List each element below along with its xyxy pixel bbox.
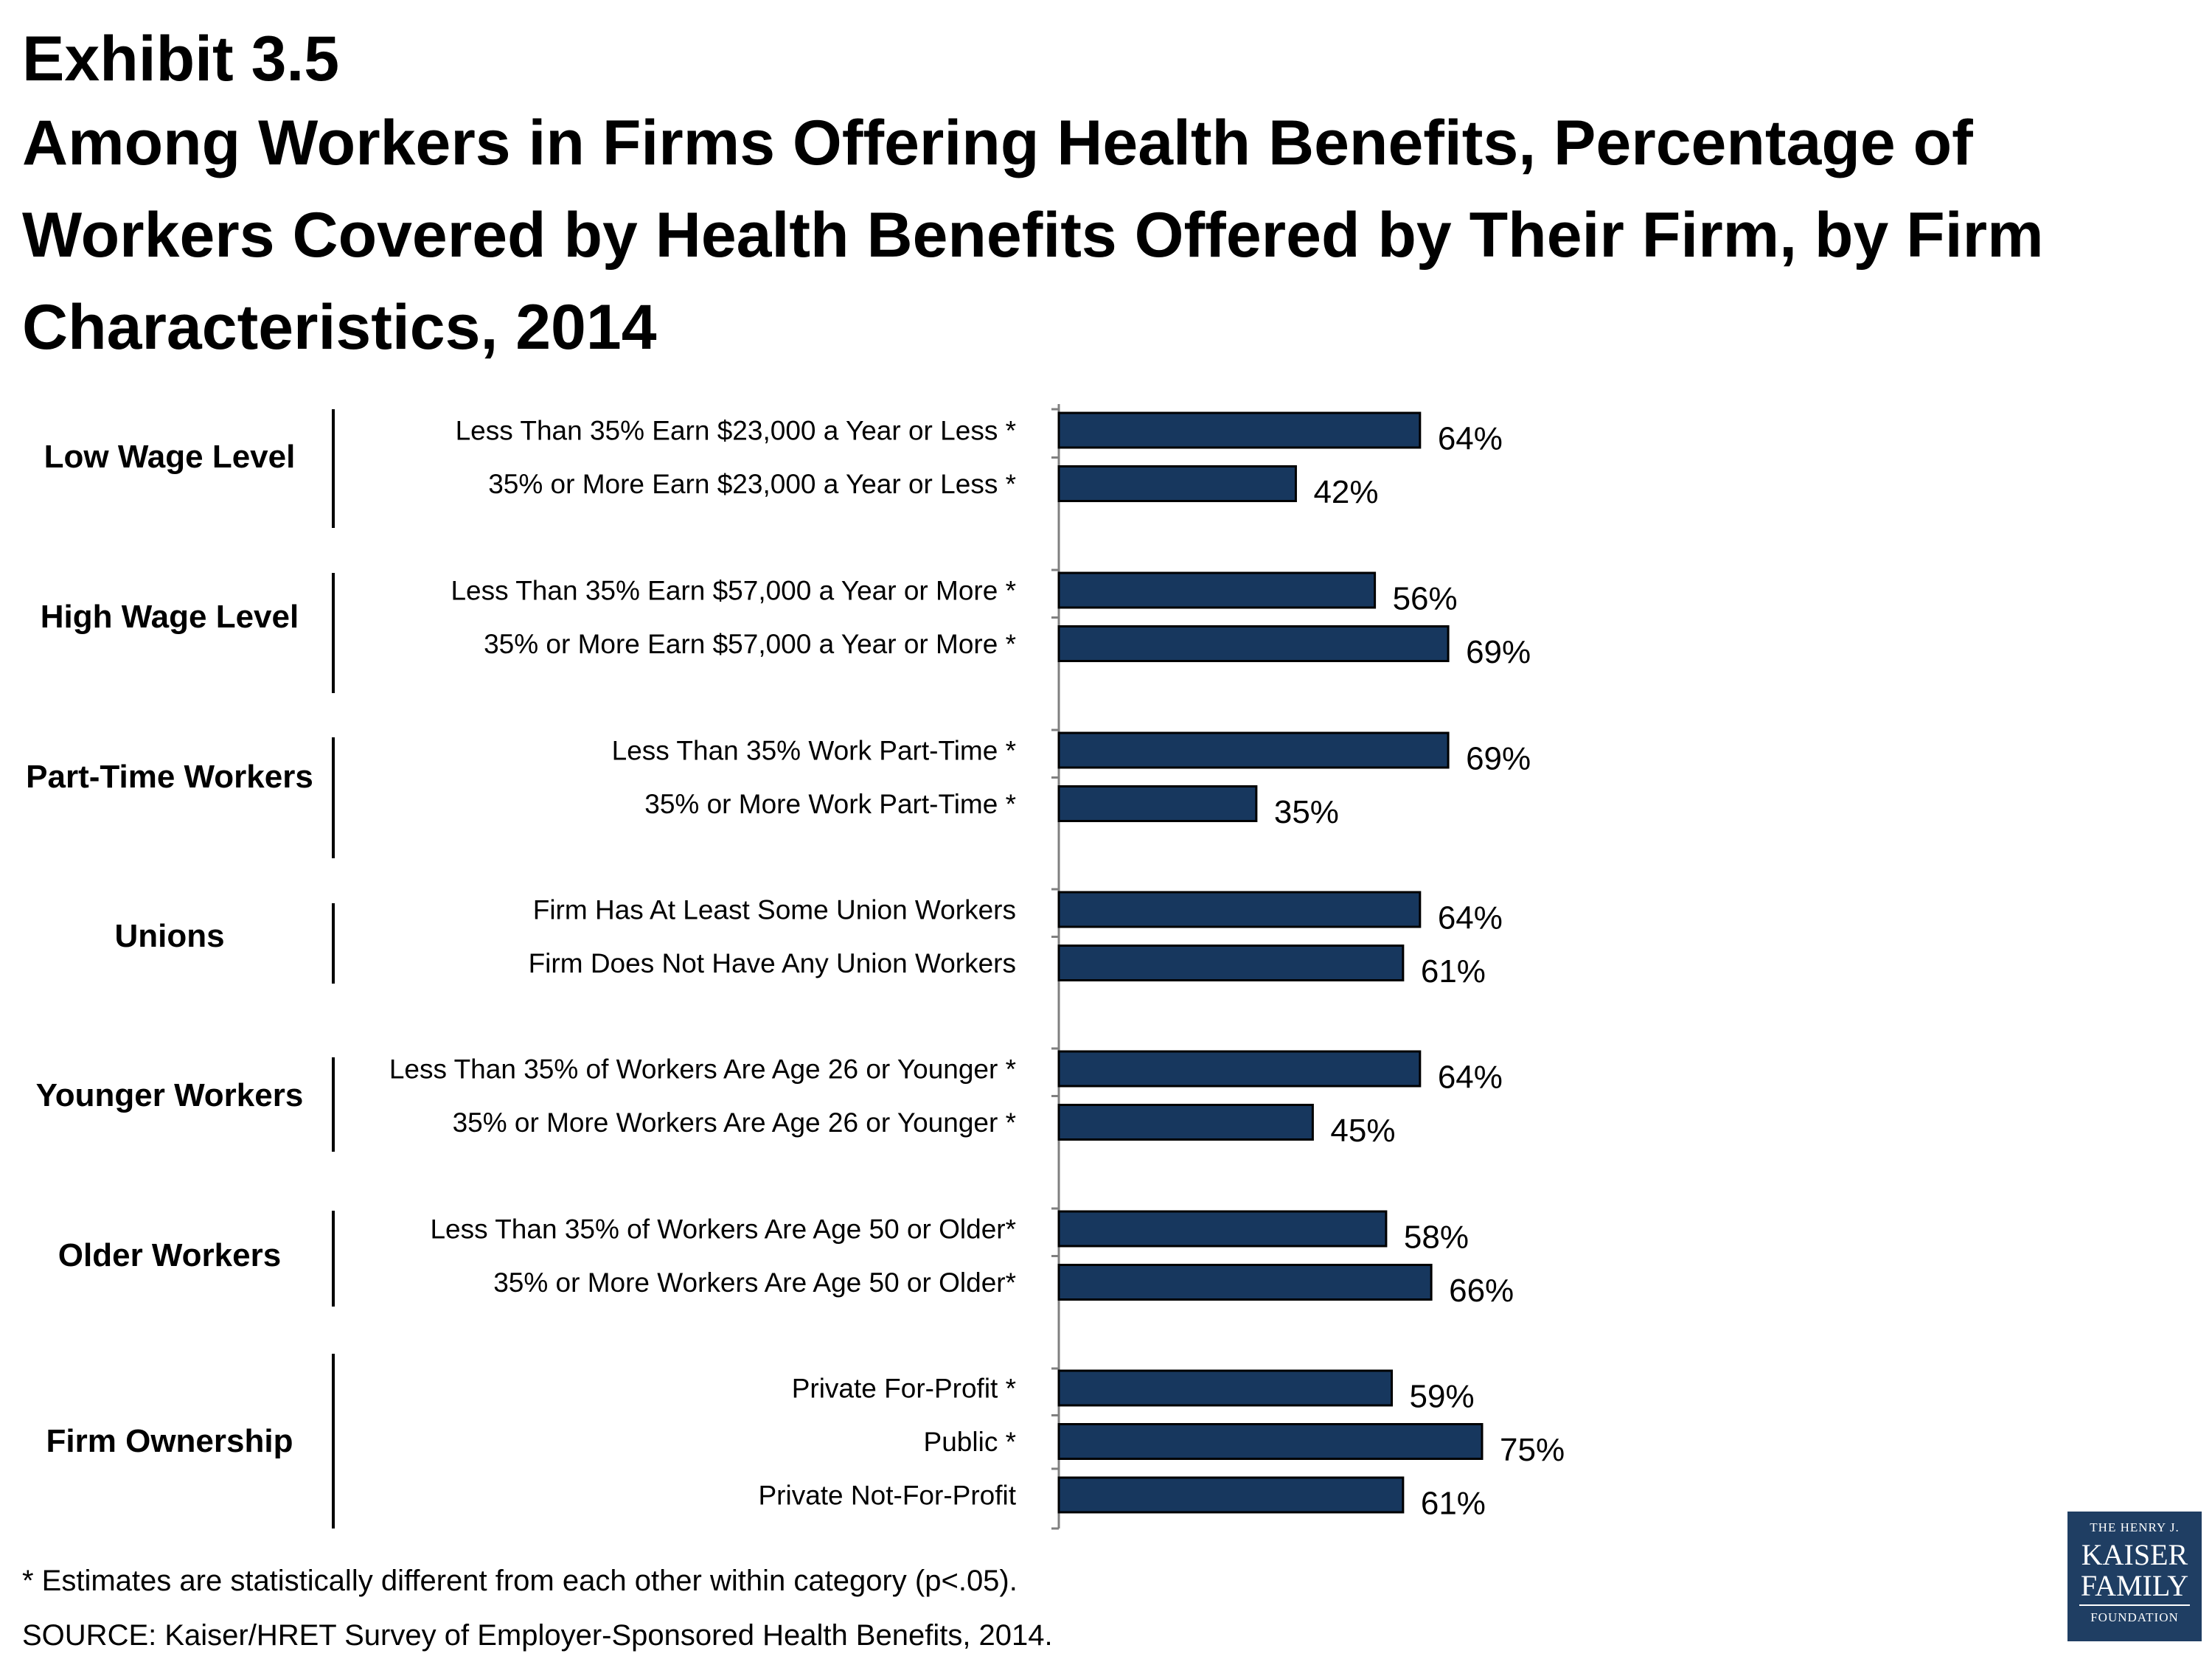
- bar: [1057, 1369, 1394, 1407]
- bar: [1057, 1104, 1314, 1141]
- group-label: Low Wage Level: [44, 439, 296, 475]
- logo-line-4: FOUNDATION: [2090, 1610, 2179, 1624]
- logo-rule: [2079, 1604, 2190, 1606]
- footnote: * Estimates are statistically different …: [22, 1565, 1018, 1597]
- category-label: Less Than 35% Earn $23,000 a Year or Les…: [456, 416, 1016, 446]
- data-label: 64%: [1438, 1060, 1503, 1096]
- category-label: Less Than 35% Earn $57,000 a Year or Mor…: [451, 576, 1016, 606]
- group-label: Younger Workers: [36, 1077, 304, 1113]
- category-label: Firm Does Not Have Any Union Workers: [529, 948, 1016, 978]
- bar: [1057, 1476, 1405, 1514]
- data-label: 56%: [1393, 581, 1458, 617]
- header: Exhibit 3.5 Among Workers in Firms Offer…: [22, 22, 2190, 374]
- source-note: SOURCE: Kaiser/HRET Survey of Employer-S…: [22, 1619, 1053, 1652]
- bar: [1057, 465, 1297, 502]
- logo-line-3: FAMILY: [2080, 1569, 2189, 1602]
- data-label: 61%: [1421, 953, 1486, 990]
- category-label: Firm Has At Least Some Union Workers: [533, 895, 1016, 925]
- group-label: Unions: [114, 918, 224, 954]
- exhibit-number: Exhibit 3.5: [22, 24, 340, 94]
- category-label: 35% or More Earn $57,000 a Year or More …: [484, 629, 1016, 659]
- category-label: Less Than 35% of Workers Are Age 50 or O…: [430, 1214, 1016, 1245]
- category-label: 35% or More Earn $23,000 a Year or Less …: [488, 469, 1016, 499]
- group-label: Firm Ownership: [46, 1423, 293, 1459]
- data-label: 59%: [1410, 1379, 1475, 1415]
- logo-line-2: KAISER: [2081, 1538, 2188, 1571]
- data-label: 35%: [1274, 794, 1339, 830]
- group-label: High Wage Level: [41, 599, 299, 635]
- bar: [1057, 891, 1422, 928]
- chart-title: Among Workers in Firms Offering Health B…: [22, 108, 2044, 363]
- category-label: Private Not-For-Profit: [758, 1481, 1016, 1511]
- category-label: Public *: [924, 1427, 1016, 1457]
- bar: [1057, 731, 1450, 769]
- bar: [1057, 411, 1422, 449]
- category-label: 35% or More Work Part-Time *: [644, 789, 1016, 819]
- data-label: 69%: [1466, 634, 1531, 670]
- group-label: Part-Time Workers: [26, 759, 313, 795]
- category-label: Private For-Profit *: [792, 1374, 1016, 1404]
- bar: [1057, 625, 1450, 662]
- bar: [1057, 785, 1258, 822]
- group-label: Older Workers: [58, 1237, 281, 1273]
- data-label: 58%: [1404, 1220, 1469, 1256]
- bar: [1057, 1050, 1422, 1088]
- category-label: 35% or More Workers Are Age 50 or Older*: [493, 1267, 1016, 1298]
- logo-line-1: THE HENRY J.: [2090, 1520, 2180, 1534]
- bar: [1057, 945, 1405, 981]
- data-label: 42%: [1313, 474, 1378, 510]
- data-label: 64%: [1438, 421, 1503, 457]
- bar: [1057, 571, 1377, 609]
- data-label: 45%: [1330, 1113, 1395, 1149]
- bar: [1057, 1423, 1484, 1460]
- data-label: 69%: [1466, 741, 1531, 777]
- data-label: 66%: [1449, 1273, 1514, 1309]
- bar: [1057, 1210, 1388, 1248]
- data-label: 64%: [1438, 900, 1503, 936]
- bar: [1057, 1264, 1433, 1301]
- category-label: 35% or More Workers Are Age 26 or Younge…: [453, 1107, 1016, 1138]
- category-label: Less Than 35% Work Part-Time *: [612, 736, 1016, 766]
- data-label: 75%: [1500, 1432, 1565, 1468]
- data-label: 61%: [1421, 1486, 1486, 1522]
- category-label: Less Than 35% of Workers Are Age 26 or Y…: [389, 1054, 1016, 1085]
- kff-logo: THE HENRY J. KAISER FAMILY FOUNDATION: [2067, 1512, 2202, 1641]
